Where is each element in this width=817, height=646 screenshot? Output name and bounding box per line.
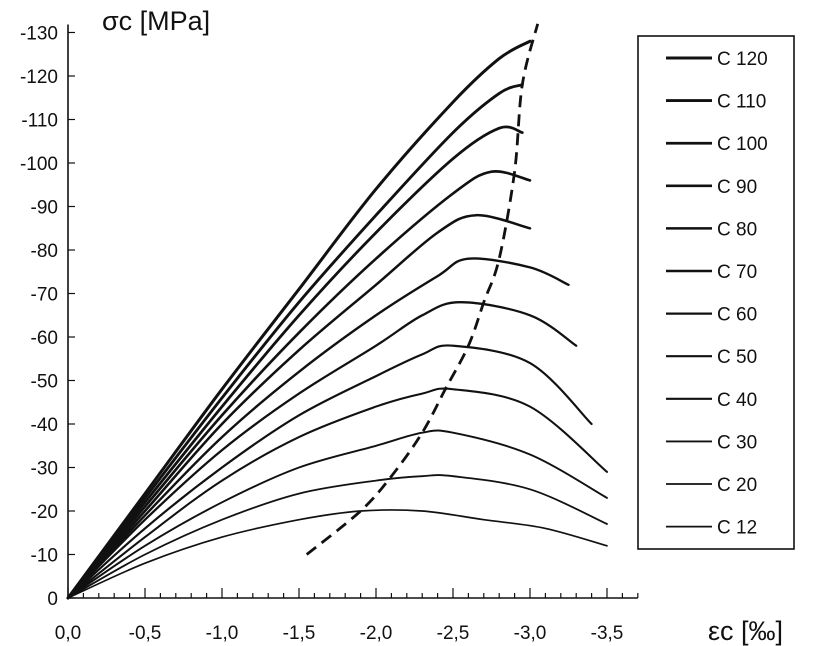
y-tick-label: -60 <box>31 328 58 349</box>
legend-label: C 50 <box>717 347 757 368</box>
y-tick-label: -10 <box>31 546 58 567</box>
curve-c-100 <box>66 125 524 600</box>
y-tick-label: -30 <box>31 459 58 480</box>
legend-label: C 90 <box>717 177 757 198</box>
legend-label: C 120 <box>717 49 768 70</box>
y-tick-labels: 0 -10 -20 -30 -40 -50 -60 -70 -80 -90 -100 -110 -120… <box>20 24 58 611</box>
curve-c-20 <box>67 474 608 599</box>
peak-strain-dashed-line <box>305 23 540 556</box>
x-tick-label: -2,5 <box>437 623 470 644</box>
y-tick-label: 0 <box>47 589 58 610</box>
legend-box <box>637 35 795 550</box>
legend-label: C 12 <box>717 518 757 539</box>
legend-label: C 40 <box>717 390 757 411</box>
x-tick-label: -1,0 <box>206 623 239 644</box>
x-tick-label: -3,0 <box>514 623 547 644</box>
x-tick-label: -3,5 <box>591 623 624 644</box>
y-tick-label: -90 <box>31 198 58 219</box>
peak-strain-curve <box>305 23 540 556</box>
axis-ticks <box>67 31 639 599</box>
curve-c-90 <box>66 170 532 600</box>
legend-label: C 110 <box>717 92 766 113</box>
curve-c-50 <box>66 344 593 600</box>
legend: C 120 C 110 C 100 C 90 C 80 C 70 C 60 C 50 C 40 C… <box>666 49 768 539</box>
legend-label: C 100 <box>717 134 768 155</box>
x-tick-labels: 0,0 -0,5 -1,0 -1,5 -2,0 -2,5 -3,0 -3,5 <box>55 623 624 644</box>
curve-c-120 <box>66 39 532 600</box>
y-tick-label: -70 <box>31 285 58 306</box>
y-axis-title: σc [MPa] <box>102 6 210 36</box>
y-tick-label: -120 <box>20 67 58 88</box>
curves <box>66 39 609 600</box>
legend-label: C 80 <box>717 219 757 240</box>
y-tick-label: -100 <box>20 154 58 175</box>
x-axis-title: εc [‰] <box>708 616 783 646</box>
y-tick-label: -20 <box>31 502 58 523</box>
y-tick-label: -80 <box>31 241 58 262</box>
curve-c-40 <box>66 387 609 600</box>
y-tick-label: -50 <box>31 372 58 393</box>
curve-c-80 <box>66 213 532 600</box>
curve-c-60 <box>66 301 578 600</box>
y-tick-label: -40 <box>31 415 58 436</box>
legend-label: C 20 <box>717 475 757 496</box>
curve-c-70 <box>66 257 570 600</box>
legend-label: C 70 <box>717 262 757 283</box>
y-tick-label: -110 <box>21 111 58 132</box>
x-tick-label: -0,5 <box>129 623 162 644</box>
x-tick-label: -2,0 <box>360 623 393 644</box>
x-tick-label: 0,0 <box>55 623 81 644</box>
curve-c-12 <box>67 509 608 599</box>
y-tick-label: -130 <box>20 24 58 45</box>
legend-label: C 30 <box>717 432 757 453</box>
legend-label: C 60 <box>717 305 757 326</box>
x-tick-label: -1,5 <box>283 623 316 644</box>
curve-c-110 <box>66 83 524 600</box>
curve-c-30 <box>67 429 608 599</box>
